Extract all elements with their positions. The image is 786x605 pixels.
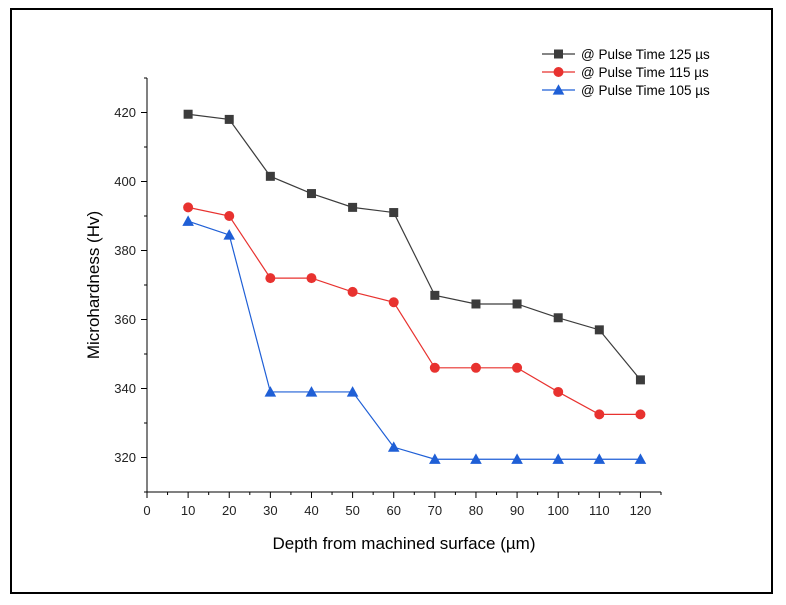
data-point [593,453,606,464]
legend-label: @ Pulse Time 105 µs [581,83,710,98]
series-line [188,113,641,381]
x-axis-title: Depth from machined surface (µm) [273,534,536,553]
x-tick-label: 90 [510,503,524,518]
data-point [594,325,604,335]
series-layer [182,109,647,464]
data-point [265,171,275,181]
y-tick-label: 400 [114,174,136,189]
data-point [387,441,400,452]
data-point [183,109,193,119]
legend-item-3: @ Pulse Time 105 µs [542,83,710,98]
data-point [305,386,318,397]
legend-item-1: @ Pulse Time 125 µs [542,47,710,62]
data-point [223,229,236,240]
x-tick-label: 100 [547,503,569,518]
x-tick-label: 70 [428,503,442,518]
x-tick-label: 60 [386,503,400,518]
series-2 [183,202,646,420]
x-tick-label: 50 [345,503,359,518]
data-point [511,453,523,464]
data-point [471,299,481,309]
y-tick-label: 320 [114,450,136,465]
y-tick-label: 360 [114,312,136,327]
data-point [306,273,317,284]
x-tick-label: 0 [143,503,150,518]
series-1 [183,109,645,385]
legend-item-2: @ Pulse Time 115 µs [542,65,709,80]
data-point [306,189,316,199]
series-line [187,206,641,415]
data-point [429,362,440,373]
y-tick-label: 420 [114,105,136,120]
data-point [553,386,564,397]
legend-marker [552,84,565,95]
data-point [470,362,481,373]
legend-label: @ Pulse Time 125 µs [581,47,710,62]
x-tick-label: 40 [304,503,318,518]
legend-label: @ Pulse Time 115 µs [581,65,709,80]
y-axis-title: Microhardness (Hv) [84,211,103,359]
data-point [594,409,605,420]
data-point [552,453,564,464]
x-tick-label: 120 [630,503,652,518]
axes: 0 10 20 30 40 50 60 70 80 90 100 110 120 320 340 360 380… [114,77,662,518]
legend-marker [554,49,563,59]
data-point [182,215,194,226]
data-point [635,375,645,385]
data-point [224,211,235,221]
legend: @ Pulse Time 125 µs @ Pulse Time 115 µs @ … [542,47,710,98]
data-point [512,299,522,309]
x-tick-label: 20 [222,503,236,518]
legend-marker [553,67,564,77]
x-tick-label: 30 [263,503,277,518]
data-point [348,202,358,212]
y-tick-label: 380 [114,243,136,258]
data-point [512,362,523,373]
data-point [183,202,194,213]
x-tick-label: 10 [181,503,195,518]
data-point [347,286,358,297]
series-line [187,220,641,460]
data-point [389,208,399,218]
data-point [265,273,276,284]
data-point [346,386,359,397]
data-point [429,453,441,464]
data-point [430,290,440,300]
x-tick-label: 80 [469,503,483,518]
series-3 [182,215,647,464]
data-point [635,409,646,420]
data-point [264,386,277,397]
data-point [470,453,482,464]
x-tick-label: 110 [589,503,610,518]
data-point [224,114,234,124]
y-tick-label: 340 [114,381,136,396]
data-point [388,297,399,308]
figure-frame [10,8,773,594]
data-point [553,313,563,323]
data-point [634,453,647,464]
